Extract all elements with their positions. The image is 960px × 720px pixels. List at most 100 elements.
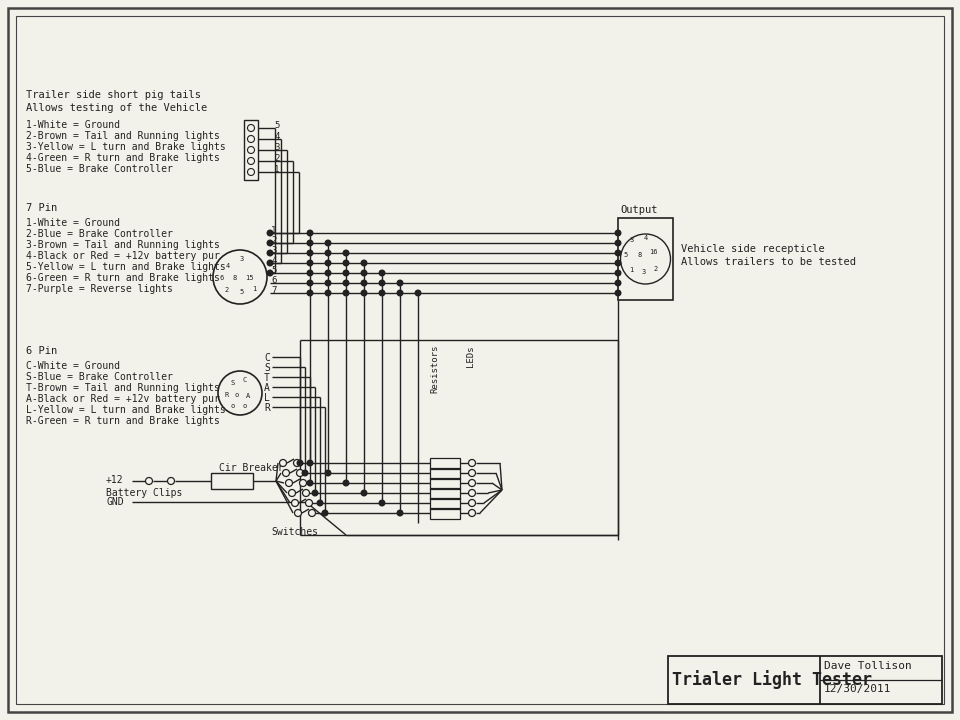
Text: 3: 3	[240, 256, 244, 262]
Text: o: o	[243, 403, 247, 409]
Circle shape	[307, 270, 313, 276]
Text: A: A	[246, 393, 251, 399]
Bar	[244, 120, 258, 180]
Text: 5-Yellow = L turn and Brake lights: 5-Yellow = L turn and Brake lights	[26, 262, 226, 272]
Circle shape	[615, 251, 621, 256]
Circle shape	[344, 251, 348, 256]
Bar	[430, 498, 460, 509]
Circle shape	[615, 260, 621, 266]
Circle shape	[468, 490, 475, 497]
Circle shape	[361, 260, 367, 266]
Circle shape	[361, 270, 367, 276]
Text: 7: 7	[271, 286, 276, 295]
Text: 3-Brown = Tail and Running lights: 3-Brown = Tail and Running lights	[26, 240, 220, 250]
Text: 4-Black or Red = +12v battery pur: 4-Black or Red = +12v battery pur	[26, 251, 220, 261]
Circle shape	[307, 230, 313, 236]
Circle shape	[295, 510, 301, 516]
Text: 5-Blue = Brake Controller: 5-Blue = Brake Controller	[26, 164, 173, 174]
Text: L: L	[264, 393, 270, 403]
Text: 1: 1	[629, 267, 634, 273]
Circle shape	[294, 459, 300, 467]
Text: T-Brown = Tail and Running lights: T-Brown = Tail and Running lights	[26, 383, 220, 393]
Circle shape	[397, 280, 403, 286]
Circle shape	[325, 251, 331, 256]
Circle shape	[307, 251, 313, 256]
Circle shape	[298, 460, 302, 466]
Circle shape	[379, 270, 385, 276]
Text: S: S	[264, 363, 270, 373]
Text: 7-Purple = Reverse lights: 7-Purple = Reverse lights	[26, 284, 173, 294]
Circle shape	[325, 240, 331, 246]
Bar	[618, 218, 673, 300]
Text: Output: Output	[620, 205, 658, 215]
Circle shape	[282, 469, 290, 477]
Circle shape	[325, 290, 331, 296]
Text: 1-White = Ground: 1-White = Ground	[26, 120, 120, 130]
Text: 1: 1	[252, 286, 256, 292]
Circle shape	[323, 510, 327, 516]
Text: 2: 2	[225, 287, 229, 293]
Circle shape	[292, 500, 299, 506]
Circle shape	[307, 480, 313, 486]
Text: Switches: Switches	[271, 527, 318, 537]
Circle shape	[167, 477, 175, 485]
Text: 3-Yellow = L turn and Brake lights: 3-Yellow = L turn and Brake lights	[26, 142, 226, 152]
Circle shape	[305, 500, 313, 506]
Circle shape	[289, 490, 296, 497]
Text: 5: 5	[274, 121, 279, 130]
Circle shape	[317, 500, 323, 506]
Text: R-Green = R turn and Brake lights: R-Green = R turn and Brake lights	[26, 416, 220, 426]
Text: 16: 16	[649, 249, 658, 255]
Circle shape	[307, 460, 313, 466]
Text: 5: 5	[271, 266, 276, 275]
Text: Allows trailers to be tested: Allows trailers to be tested	[681, 257, 856, 267]
Text: 7 Pin: 7 Pin	[26, 203, 58, 213]
Circle shape	[344, 280, 348, 286]
Bar	[430, 488, 460, 499]
Circle shape	[307, 290, 313, 296]
Circle shape	[325, 470, 331, 476]
Bar	[211, 473, 253, 489]
Text: 4: 4	[226, 263, 230, 269]
Circle shape	[397, 510, 403, 516]
Text: 6-Green = R turn and Brake lights: 6-Green = R turn and Brake lights	[26, 273, 220, 283]
Text: 2: 2	[271, 236, 276, 245]
Circle shape	[325, 280, 331, 286]
Circle shape	[468, 510, 475, 516]
Text: Resistors: Resistors	[430, 345, 439, 393]
Text: C: C	[264, 353, 270, 363]
Text: +12: +12	[106, 475, 124, 485]
Text: 4: 4	[644, 235, 648, 241]
Circle shape	[302, 470, 308, 476]
Circle shape	[397, 290, 403, 296]
Text: S: S	[230, 380, 235, 386]
Circle shape	[312, 490, 318, 496]
Circle shape	[379, 280, 385, 286]
Text: T: T	[264, 373, 270, 383]
Text: 5: 5	[624, 252, 628, 258]
Text: 2-Brown = Tail and Running lights: 2-Brown = Tail and Running lights	[26, 131, 220, 141]
Text: 3: 3	[642, 269, 646, 275]
Circle shape	[302, 490, 309, 497]
Text: 6: 6	[271, 276, 276, 285]
Bar	[430, 468, 460, 479]
Circle shape	[468, 500, 475, 506]
Circle shape	[468, 459, 475, 467]
Circle shape	[267, 240, 273, 246]
Text: 4-Green = R turn and Brake lights: 4-Green = R turn and Brake lights	[26, 153, 220, 163]
Circle shape	[267, 251, 273, 256]
Text: 3: 3	[630, 237, 635, 243]
Circle shape	[297, 469, 303, 477]
Text: 1: 1	[271, 226, 276, 235]
Circle shape	[307, 280, 313, 286]
Text: 2: 2	[274, 154, 279, 163]
Circle shape	[379, 500, 385, 506]
Text: o: o	[235, 392, 239, 398]
Text: 2-Blue = Brake Controller: 2-Blue = Brake Controller	[26, 229, 173, 239]
Bar	[668, 656, 942, 704]
Text: Cir Breaker: Cir Breaker	[219, 463, 283, 473]
Text: 15: 15	[245, 275, 253, 281]
Text: 2: 2	[654, 266, 659, 272]
Text: A-Black or Red = +12v battery pur: A-Black or Red = +12v battery pur	[26, 394, 220, 404]
Text: 6: 6	[220, 275, 224, 281]
